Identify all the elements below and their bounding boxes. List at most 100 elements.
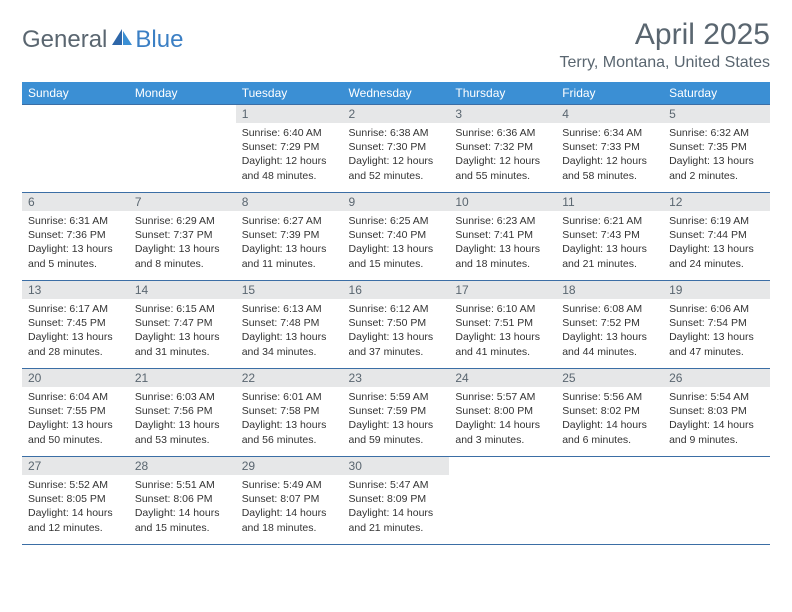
sunset-text: Sunset: 7:52 PM	[562, 316, 657, 330]
day-cell: 4Sunrise: 6:34 AMSunset: 7:33 PMDaylight…	[556, 105, 663, 193]
daylight-text: Daylight: 13 hours and 47 minutes.	[669, 330, 764, 358]
day-header: Thursday	[449, 82, 556, 105]
sunrise-text: Sunrise: 6:17 AM	[28, 302, 123, 316]
daylight-text: Daylight: 13 hours and 28 minutes.	[28, 330, 123, 358]
daylight-text: Daylight: 13 hours and 8 minutes.	[135, 242, 230, 270]
sunrise-text: Sunrise: 6:29 AM	[135, 214, 230, 228]
day-body: Sunrise: 6:38 AMSunset: 7:30 PMDaylight:…	[343, 123, 450, 189]
sunrise-text: Sunrise: 6:23 AM	[455, 214, 550, 228]
sunset-text: Sunset: 7:55 PM	[28, 404, 123, 418]
day-cell: 17Sunrise: 6:10 AMSunset: 7:51 PMDayligh…	[449, 281, 556, 369]
sunset-text: Sunset: 7:47 PM	[135, 316, 230, 330]
day-body: Sunrise: 5:59 AMSunset: 7:59 PMDaylight:…	[343, 387, 450, 453]
sunrise-text: Sunrise: 6:40 AM	[242, 126, 337, 140]
day-header: Wednesday	[343, 82, 450, 105]
day-cell: 15Sunrise: 6:13 AMSunset: 7:48 PMDayligh…	[236, 281, 343, 369]
day-cell: 19Sunrise: 6:06 AMSunset: 7:54 PMDayligh…	[663, 281, 770, 369]
day-body: Sunrise: 6:13 AMSunset: 7:48 PMDaylight:…	[236, 299, 343, 365]
day-body: Sunrise: 5:52 AMSunset: 8:05 PMDaylight:…	[22, 475, 129, 541]
sunset-text: Sunset: 8:07 PM	[242, 492, 337, 506]
sunset-text: Sunset: 7:30 PM	[349, 140, 444, 154]
day-number: 11	[556, 193, 663, 211]
logo-sail-icon	[111, 28, 133, 46]
daylight-text: Daylight: 13 hours and 53 minutes.	[135, 418, 230, 446]
day-number: 9	[343, 193, 450, 211]
logo-text-general: General	[22, 26, 107, 54]
day-cell: 26Sunrise: 5:54 AMSunset: 8:03 PMDayligh…	[663, 369, 770, 457]
day-body: Sunrise: 6:08 AMSunset: 7:52 PMDaylight:…	[556, 299, 663, 365]
sunset-text: Sunset: 7:41 PM	[455, 228, 550, 242]
daylight-text: Daylight: 14 hours and 3 minutes.	[455, 418, 550, 446]
sunset-text: Sunset: 8:00 PM	[455, 404, 550, 418]
daylight-text: Daylight: 14 hours and 12 minutes.	[28, 506, 123, 534]
sunset-text: Sunset: 8:09 PM	[349, 492, 444, 506]
daylight-text: Daylight: 13 hours and 50 minutes.	[28, 418, 123, 446]
day-number	[22, 105, 129, 109]
week-row: 6Sunrise: 6:31 AMSunset: 7:36 PMDaylight…	[22, 193, 770, 281]
day-cell: 23Sunrise: 5:59 AMSunset: 7:59 PMDayligh…	[343, 369, 450, 457]
day-cell	[556, 457, 663, 545]
sunset-text: Sunset: 7:45 PM	[28, 316, 123, 330]
sunrise-text: Sunrise: 6:32 AM	[669, 126, 764, 140]
week-row: 1 Sunrise: 6:40 AMSunset: 7:29 PM Daylight…	[22, 105, 770, 193]
sunrise-text: Sunrise: 6:15 AM	[135, 302, 230, 316]
day-body: Sunrise: 6:01 AMSunset: 7:58 PMDaylight:…	[236, 387, 343, 453]
day-cell: 3Sunrise: 6:36 AMSunset: 7:32 PMDaylight…	[449, 105, 556, 193]
day-body: Sunrise: 6:06 AMSunset: 7:54 PMDaylight:…	[663, 299, 770, 365]
sunrise-text: Sunrise: 5:47 AM	[349, 478, 444, 492]
day-body: Sunrise: 5:56 AMSunset: 8:02 PMDaylight:…	[556, 387, 663, 453]
day-number: 1	[236, 105, 343, 123]
daylight-text: Daylight: 13 hours and 34 minutes.	[242, 330, 337, 358]
sunrise-text: Sunrise: 5:59 AM	[349, 390, 444, 404]
sunset-text: Sunset: 7:29 PM	[242, 140, 337, 154]
day-body: Sunrise: 6:31 AMSunset: 7:36 PMDaylight:…	[22, 211, 129, 277]
day-header-row: Sunday Monday Tuesday Wednesday Thursday…	[22, 82, 770, 105]
day-number: 26	[663, 369, 770, 387]
day-header: Sunday	[22, 82, 129, 105]
sunrise-text: Sunrise: 5:51 AM	[135, 478, 230, 492]
day-number: 17	[449, 281, 556, 299]
daylight-text: Daylight: 13 hours and 56 minutes.	[242, 418, 337, 446]
day-body: Sunrise: 6:10 AMSunset: 7:51 PMDaylight:…	[449, 299, 556, 365]
sunrise-text: Sunrise: 6:31 AM	[28, 214, 123, 228]
daylight-text: Daylight: 13 hours and 15 minutes.	[349, 242, 444, 270]
day-cell: 30Sunrise: 5:47 AMSunset: 8:09 PMDayligh…	[343, 457, 450, 545]
daylight-text: Daylight: 12 hours and 55 minutes.	[455, 154, 550, 182]
day-cell: 6Sunrise: 6:31 AMSunset: 7:36 PMDaylight…	[22, 193, 129, 281]
day-body: Sunrise: 6:23 AMSunset: 7:41 PMDaylight:…	[449, 211, 556, 277]
day-cell: 14Sunrise: 6:15 AMSunset: 7:47 PMDayligh…	[129, 281, 236, 369]
daylight-text: Daylight: 14 hours and 9 minutes.	[669, 418, 764, 446]
day-number: 16	[343, 281, 450, 299]
day-number: 27	[22, 457, 129, 475]
sunrise-text: Sunrise: 6:34 AM	[562, 126, 657, 140]
day-number: 10	[449, 193, 556, 211]
day-number: 3	[449, 105, 556, 123]
day-body: Sunrise: 5:47 AMSunset: 8:09 PMDaylight:…	[343, 475, 450, 541]
day-number: 12	[663, 193, 770, 211]
daylight-text: Daylight: 13 hours and 41 minutes.	[455, 330, 550, 358]
daylight-text: Daylight: 14 hours and 18 minutes.	[242, 506, 337, 534]
day-body: Sunrise: 6:32 AMSunset: 7:35 PMDaylight:…	[663, 123, 770, 189]
day-number: 21	[129, 369, 236, 387]
daylight-text: Daylight: 13 hours and 11 minutes.	[242, 242, 337, 270]
week-row: 27Sunrise: 5:52 AMSunset: 8:05 PMDayligh…	[22, 457, 770, 545]
day-body: Sunrise: 5:57 AMSunset: 8:00 PMDaylight:…	[449, 387, 556, 453]
day-body: Sunrise: 6:03 AMSunset: 7:56 PMDaylight:…	[129, 387, 236, 453]
daylight-text: Daylight: 14 hours and 15 minutes.	[135, 506, 230, 534]
week-row: 20Sunrise: 6:04 AMSunset: 7:55 PMDayligh…	[22, 369, 770, 457]
day-cell: 13Sunrise: 6:17 AMSunset: 7:45 PMDayligh…	[22, 281, 129, 369]
day-number: 28	[129, 457, 236, 475]
daylight-text: Daylight: 13 hours and 59 minutes.	[349, 418, 444, 446]
sunset-text: Sunset: 7:58 PM	[242, 404, 337, 418]
day-number: 18	[556, 281, 663, 299]
day-number: 2	[343, 105, 450, 123]
day-number	[556, 457, 663, 461]
day-body: Sunrise: 6:36 AMSunset: 7:32 PMDaylight:…	[449, 123, 556, 189]
day-cell: 8Sunrise: 6:27 AMSunset: 7:39 PMDaylight…	[236, 193, 343, 281]
day-cell: 21Sunrise: 6:03 AMSunset: 7:56 PMDayligh…	[129, 369, 236, 457]
day-cell	[22, 105, 129, 193]
day-cell: 25Sunrise: 5:56 AMSunset: 8:02 PMDayligh…	[556, 369, 663, 457]
sunset-text: Sunset: 8:02 PM	[562, 404, 657, 418]
day-cell: 27Sunrise: 5:52 AMSunset: 8:05 PMDayligh…	[22, 457, 129, 545]
day-body: Sunrise: 6:17 AMSunset: 7:45 PMDaylight:…	[22, 299, 129, 365]
